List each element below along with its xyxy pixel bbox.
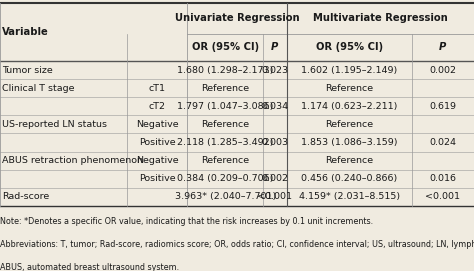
Text: Variable: Variable <box>2 27 49 37</box>
Text: P: P <box>271 43 279 52</box>
Text: 0.002: 0.002 <box>262 174 288 183</box>
Text: Multivariate Regression: Multivariate Regression <box>313 13 447 23</box>
Text: 1.853 (1.086–3.159): 1.853 (1.086–3.159) <box>301 138 398 147</box>
Text: cT1: cT1 <box>149 84 165 93</box>
Text: <0.001: <0.001 <box>426 192 460 201</box>
Text: 1.174 (0.623–2.211): 1.174 (0.623–2.211) <box>301 102 398 111</box>
Text: Reference: Reference <box>326 84 374 93</box>
Text: P: P <box>439 43 447 52</box>
Text: ABUS retraction phenomenon: ABUS retraction phenomenon <box>2 156 143 165</box>
Text: 0.619: 0.619 <box>429 102 456 111</box>
Text: <0.001: <0.001 <box>257 192 292 201</box>
Text: Negative: Negative <box>136 156 178 165</box>
Text: 0.384 (0.209–0.706): 0.384 (0.209–0.706) <box>177 174 273 183</box>
Text: 0.456 (0.240–0.866): 0.456 (0.240–0.866) <box>301 174 398 183</box>
Text: 0.003: 0.003 <box>261 138 289 147</box>
Text: 0.002: 0.002 <box>429 66 456 75</box>
Text: ABUS, automated breast ultrasound system.: ABUS, automated breast ultrasound system… <box>0 263 180 271</box>
Text: Rad-score: Rad-score <box>2 192 49 201</box>
Text: 0.016: 0.016 <box>429 174 456 183</box>
Text: Note: *Denotes a specific OR value, indicating that the risk increases by 0.1 un: Note: *Denotes a specific OR value, indi… <box>0 217 374 226</box>
Text: 0.034: 0.034 <box>261 102 289 111</box>
Text: OR (95% CI): OR (95% CI) <box>191 43 259 52</box>
Text: Abbreviations: T, tumor; Rad-score, radiomics score; OR, odds ratio; CI, confide: Abbreviations: T, tumor; Rad-score, radi… <box>0 240 474 249</box>
Text: Reference: Reference <box>201 156 249 165</box>
Text: 1.797 (1.047–3.086): 1.797 (1.047–3.086) <box>177 102 273 111</box>
Text: Clinical T stage: Clinical T stage <box>2 84 74 93</box>
Text: Negative: Negative <box>136 120 178 129</box>
Text: Reference: Reference <box>326 156 374 165</box>
Text: Reference: Reference <box>201 84 249 93</box>
Text: Tumor size: Tumor size <box>2 66 53 75</box>
Text: US-reported LN status: US-reported LN status <box>2 120 107 129</box>
Text: Positive: Positive <box>139 138 175 147</box>
Text: Reference: Reference <box>326 120 374 129</box>
Text: Univariate Regression: Univariate Regression <box>175 13 299 23</box>
Text: 0.024: 0.024 <box>429 138 456 147</box>
Text: 1.602 (1.195–2.149): 1.602 (1.195–2.149) <box>301 66 398 75</box>
Text: 0.023: 0.023 <box>261 66 289 75</box>
Text: 3.963* (2.040–7.701): 3.963* (2.040–7.701) <box>174 192 276 201</box>
Text: Reference: Reference <box>201 120 249 129</box>
Text: OR (95% CI): OR (95% CI) <box>316 43 383 52</box>
Text: 2.118 (1.285–3.492): 2.118 (1.285–3.492) <box>177 138 273 147</box>
Text: cT2: cT2 <box>149 102 165 111</box>
Text: 4.159* (2.031–8.515): 4.159* (2.031–8.515) <box>299 192 400 201</box>
Text: Positive: Positive <box>139 174 175 183</box>
Text: 1.680 (1.298–2.173): 1.680 (1.298–2.173) <box>177 66 273 75</box>
